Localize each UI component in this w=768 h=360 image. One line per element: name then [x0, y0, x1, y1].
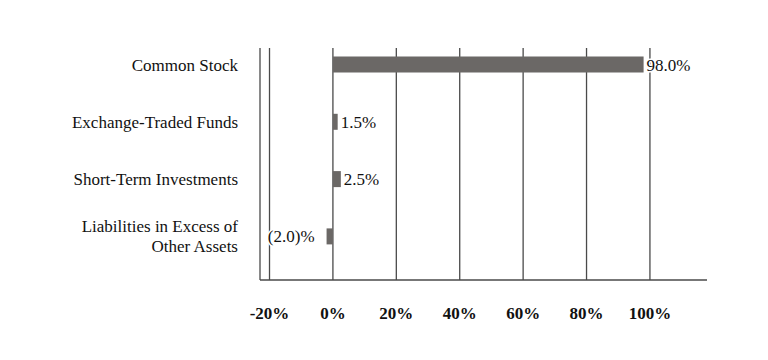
bar — [333, 171, 341, 187]
grid — [270, 48, 650, 280]
category-line: Liabilities in Excess of — [82, 217, 239, 236]
tick-label: 40% — [443, 304, 477, 323]
category-line: Short-Term Investments — [73, 170, 238, 189]
axis-bottom — [260, 279, 707, 280]
category-label: Short-Term Investments — [73, 170, 238, 189]
bar — [333, 57, 644, 73]
grid-line — [649, 48, 650, 280]
category-line: Common Stock — [132, 56, 239, 75]
tick-label: -20% — [250, 304, 290, 323]
category-line: Exchange-Traded Funds — [72, 113, 238, 132]
category-label: Common Stock — [132, 56, 239, 75]
bar — [327, 228, 333, 244]
grid-line — [396, 48, 397, 280]
axis-left — [259, 48, 260, 280]
data-label: 98.0% — [647, 56, 691, 75]
chart: 98.0% 1.5% 2.5% (2.0)% Common Stock Exchange-… — [0, 0, 768, 360]
grid-line — [586, 48, 587, 280]
grid-line — [459, 48, 460, 280]
tick-label: 20% — [379, 304, 413, 323]
grid-line — [522, 48, 523, 280]
tick-label: 60% — [506, 304, 540, 323]
tick-label: 80% — [570, 304, 604, 323]
tick-label: 0% — [320, 304, 346, 323]
data-label: 1.5% — [341, 113, 376, 132]
data-label: (2.0)% — [268, 227, 315, 246]
tick-label: 100% — [629, 304, 672, 323]
bar — [333, 114, 338, 130]
category-label: Exchange-Traded Funds — [72, 113, 238, 132]
bars — [327, 57, 644, 245]
grid-line — [332, 48, 333, 280]
category-line: Other Assets — [152, 237, 238, 256]
data-label: 2.5% — [344, 170, 379, 189]
category-label: Liabilities in Excess ofOther Assets — [82, 217, 239, 256]
